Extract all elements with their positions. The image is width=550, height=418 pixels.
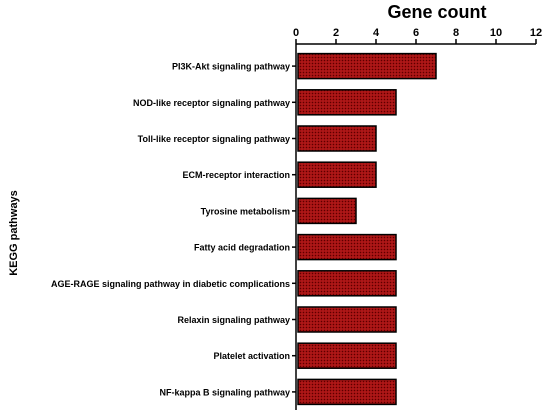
bar [297,52,437,80]
y-axis-title: KEGG pathways [8,190,20,276]
category-label: Relaxin signaling pathway [177,315,290,325]
bar [297,342,397,369]
x-tick-label: 2 [333,27,339,39]
category-label: NOD-like receptor signaling pathway [133,98,290,108]
bar [297,89,397,116]
bar [297,197,357,225]
bar [297,233,397,261]
x-axis-ticks: 0 2 4 6 8 10 12 [293,27,542,44]
bar [297,270,397,297]
x-tick-label: 4 [373,27,380,39]
bar [297,125,377,152]
x-tick-label: 0 [293,27,299,39]
category-label: AGE-RAGE signaling pathway in diabetic c… [51,279,290,289]
bars [297,52,437,406]
x-tick-label: 10 [490,27,502,39]
category-label: Tyrosine metabolism [201,206,290,216]
category-label: NF-kappa B signaling pathway [159,387,290,397]
category-labels: PI3K-Akt signaling pathway NOD-like recep… [51,62,296,397]
x-axis-title: Gene count [387,2,486,22]
bar [297,378,397,406]
x-tick-label: 6 [413,27,419,39]
x-tick-label: 8 [453,27,459,39]
category-label: Platelet activation [213,351,290,361]
category-label: Toll-like receptor signaling pathway [138,134,290,144]
category-label: ECM-receptor interaction [182,170,290,180]
bar [297,161,377,188]
category-label: PI3K-Akt signaling pathway [172,62,290,72]
bar [297,306,397,333]
category-label: Fatty acid degradation [194,243,290,253]
x-tick-label: 12 [530,27,542,39]
